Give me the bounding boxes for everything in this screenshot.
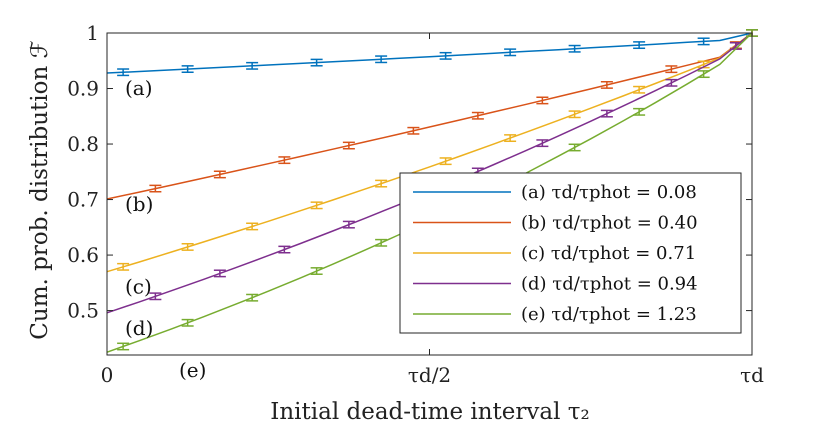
error-bar (310, 267, 323, 275)
error-bar (246, 293, 259, 302)
error-bar (117, 342, 130, 351)
error-bar (213, 170, 226, 179)
curve-labels: (a) (b) (c) (d) (e) (125, 76, 206, 382)
error-bar (310, 201, 323, 210)
series-1 (106, 29, 758, 77)
legend: (a) τd/τphot = 0.08 (b) τd/τphot = 0.40 (c… (399, 172, 742, 334)
error-bar (375, 55, 388, 64)
error-bar (633, 107, 646, 116)
y-tick-label: 0.9 (67, 77, 99, 101)
error-bar (439, 157, 452, 166)
error-bar (117, 68, 130, 77)
error-bar (310, 58, 323, 67)
series-line (106, 32, 753, 200)
error-bar (536, 139, 549, 148)
error-bar (471, 111, 484, 120)
curve-label: (b) (125, 192, 153, 216)
y-tick-label: 0.8 (67, 132, 99, 156)
axis-ticks: 0.5 0.6 0.7 0.8 0.9 1 0 τd/2 τd (67, 21, 764, 387)
error-bar (181, 65, 194, 74)
y-tick-label: 1 (86, 21, 99, 45)
error-bar (600, 80, 613, 89)
error-bar (117, 262, 130, 271)
error-bar (246, 61, 259, 70)
error-bar (568, 44, 581, 53)
error-bar (568, 143, 581, 152)
legend-entry: (a) τd/τphot = 0.08 (413, 182, 697, 203)
error-bar (375, 179, 388, 188)
y-tick-label: 0.5 (67, 299, 99, 323)
curve-label: (a) (125, 76, 153, 100)
legend-label: (b) τd/τphot = 0.40 (521, 213, 698, 234)
error-bar (278, 156, 291, 165)
legend-entry: (e) τd/τphot = 1.23 (413, 304, 697, 325)
error-bar (342, 220, 355, 229)
error-bar (342, 141, 355, 150)
series-line (106, 32, 753, 74)
x-tick-label: τd/2 (408, 363, 451, 387)
legend-label: (e) τd/τphot = 1.23 (521, 304, 697, 325)
error-bar (665, 65, 678, 74)
error-bar (568, 110, 581, 119)
error-bar (278, 245, 291, 254)
legend-label: (a) τd/τphot = 0.08 (521, 182, 697, 203)
series-line (106, 32, 753, 273)
curve-label: (d) (125, 316, 153, 340)
legend-entry: (b) τd/τphot = 0.40 (413, 213, 698, 234)
x-tick-label: 0 (101, 363, 114, 387)
error-bar (665, 78, 678, 87)
curve-label: (c) (125, 275, 152, 299)
error-bar (600, 109, 613, 118)
error-bar (697, 37, 710, 46)
legend-label: (c) τd/τphot = 0.71 (521, 243, 696, 264)
y-axis-label: Cum. prob. distribution ℱ (27, 40, 53, 339)
error-bar (536, 96, 549, 105)
y-tick-label: 0.6 (67, 243, 99, 267)
error-bar (407, 126, 420, 135)
error-bar (213, 269, 226, 278)
x-axis-label: Initial dead-time interval τ₂ (270, 399, 589, 425)
legend-entry: (c) τd/τphot = 0.71 (413, 243, 696, 264)
error-bar (181, 318, 194, 327)
curve-label: (e) (179, 358, 206, 382)
legend-label: (d) τd/τphot = 0.94 (521, 274, 698, 295)
error-bar (246, 222, 259, 231)
y-tick-label: 0.7 (67, 188, 99, 212)
x-tick-label: τd (740, 363, 764, 387)
error-bar (697, 70, 710, 79)
error-bar (504, 48, 517, 57)
error-bar (633, 41, 646, 50)
error-bar (504, 134, 517, 143)
error-bar (375, 238, 388, 247)
error-bar (149, 184, 162, 193)
error-bar (149, 292, 162, 301)
error-bar (633, 85, 646, 94)
error-bar (181, 243, 194, 251)
error-bar (439, 51, 452, 60)
legend-entry: (d) τd/τphot = 0.94 (413, 274, 698, 295)
